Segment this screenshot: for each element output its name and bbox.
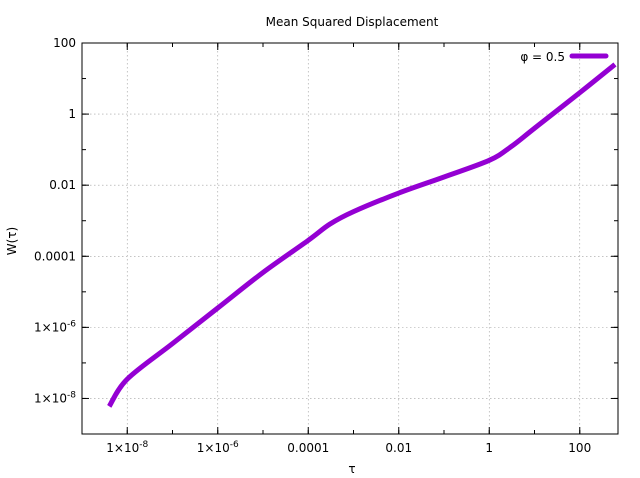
series-line: [107, 62, 617, 408]
grid-layer: [82, 42, 618, 434]
y-tick-label: 0.0001: [34, 249, 76, 263]
y-tick-label: 1×10-6: [34, 319, 76, 334]
y-tick-label: 1×10-8: [34, 390, 76, 405]
tick-layer: 1×10-8 1×10-6 0.0001 0.01 1 100 1×10-8 1×10-6 0.…: [34, 36, 618, 455]
y-tick-label: 100: [53, 36, 76, 50]
y-tick-label: 0.01: [49, 178, 76, 192]
y-tick-label: 1: [68, 107, 76, 121]
chart-title: Mean Squared Displacement: [266, 15, 439, 29]
legend-label: φ = 0.5: [520, 50, 565, 64]
series-layer: [107, 62, 617, 408]
x-tick-label: 0.01: [385, 441, 412, 455]
y-axis-title: W(τ): [5, 227, 19, 255]
x-tick-label: 1: [485, 441, 493, 455]
x-tick-label: 100: [568, 441, 591, 455]
x-tick-label: 1×10-8: [106, 440, 148, 455]
legend: φ = 0.5: [520, 50, 609, 64]
x-tick-label: 1×10-6: [197, 440, 239, 455]
x-axis-title: τ: [348, 462, 355, 476]
x-tick-label: 0.0001: [287, 441, 329, 455]
plot-frame: [81, 42, 619, 435]
